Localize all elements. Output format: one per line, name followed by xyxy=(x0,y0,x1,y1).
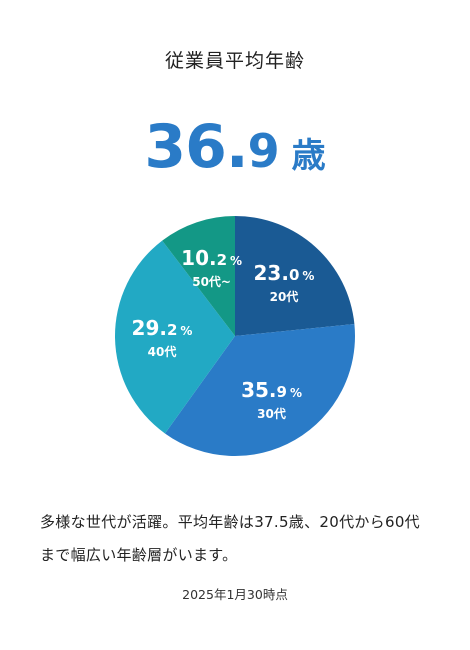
average-age-integer: 36. xyxy=(144,112,248,182)
age-pie-chart: 23.0 % 20代 35.9 % 30代 29.2 % 40代 10.2 % 50代~ xyxy=(114,216,355,457)
as-of-date: 2025年1月30時点 xyxy=(182,587,288,602)
slice-value-label-1: 23.0% xyxy=(254,261,315,285)
pie-slice-4 xyxy=(162,216,235,336)
slice-category-label-1: 20代 xyxy=(270,289,299,304)
average-age-unit: 歳 xyxy=(291,136,326,176)
average-age: 36.9 歳 xyxy=(0,112,470,182)
slice-value-label-3: 29.2% xyxy=(132,316,193,340)
slice-value-label-2: 35.9% xyxy=(241,378,302,402)
description: 多様な世代が活躍。平均年齢は37.5歳、20代から60代まで幅広い年齢層がいます… xyxy=(40,513,420,564)
slice-category-label-3: 40代 xyxy=(148,344,177,359)
slice-value-label-4: 10.2% xyxy=(181,246,242,270)
average-age-decimal: 9 xyxy=(247,124,280,178)
slice-category-label-2: 30代 xyxy=(257,406,286,421)
pie-slice-3 xyxy=(114,240,235,434)
pie-slice-2 xyxy=(164,323,355,457)
chart-title: 従業員平均年齢 xyxy=(164,50,305,72)
pie-slice-1 xyxy=(235,216,355,336)
slice-category-label-4: 50代~ xyxy=(192,274,231,289)
